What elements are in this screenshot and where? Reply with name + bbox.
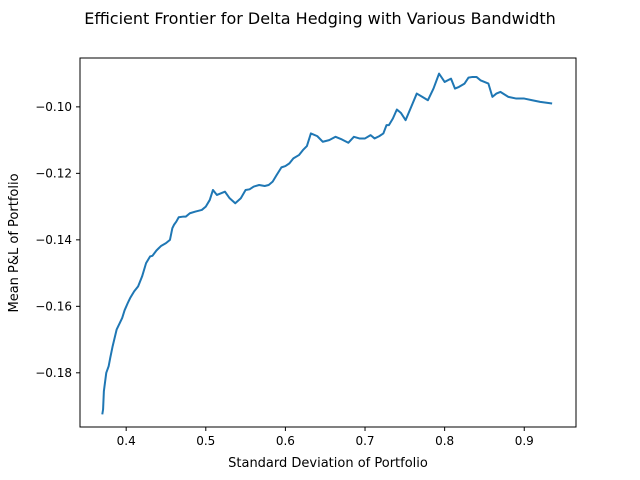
x-tick-label: 0.4 (117, 434, 136, 448)
x-tick-label: 0.8 (435, 434, 454, 448)
x-axis-label: Standard Deviation of Portfolio (228, 456, 428, 471)
chart-title: Efficient Frontier for Delta Hedging wit… (84, 9, 556, 28)
x-tick-label: 0.6 (276, 434, 295, 448)
y-tick-label: −0.16 (35, 299, 72, 313)
x-tick-label: 0.5 (196, 434, 215, 448)
y-axis-label: Mean P&L of Portfolio (7, 173, 22, 312)
y-axis-ticks: −0.18 −0.16 −0.14 −0.12 −0.10 (35, 100, 80, 380)
y-tick-label: −0.12 (35, 166, 72, 180)
x-tick-label: 0.9 (515, 434, 534, 448)
plot-frame (79, 57, 577, 428)
y-tick-label: −0.14 (35, 233, 72, 247)
plot-area (79, 57, 577, 428)
series-line (101, 72, 553, 415)
x-axis-ticks: 0.4 0.5 0.6 0.7 0.8 0.9 (117, 427, 534, 448)
y-tick-label: −0.10 (35, 100, 72, 114)
y-tick-label: −0.18 (35, 366, 72, 380)
x-tick-label: 0.7 (355, 434, 374, 448)
